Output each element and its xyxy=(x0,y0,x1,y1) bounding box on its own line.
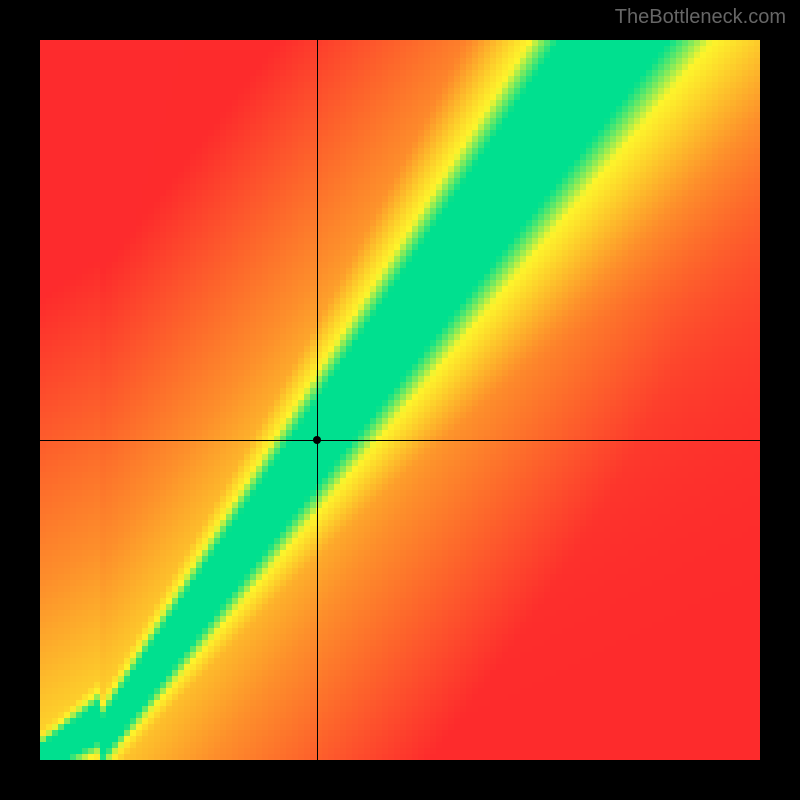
watermark-text: TheBottleneck.com xyxy=(615,6,786,29)
crosshair-dot xyxy=(313,436,321,444)
crosshair-vertical xyxy=(317,40,318,760)
plot-area xyxy=(40,40,760,760)
heatmap-canvas xyxy=(40,40,760,760)
chart-container: TheBottleneck.com xyxy=(0,0,800,800)
crosshair-horizontal xyxy=(40,440,760,441)
